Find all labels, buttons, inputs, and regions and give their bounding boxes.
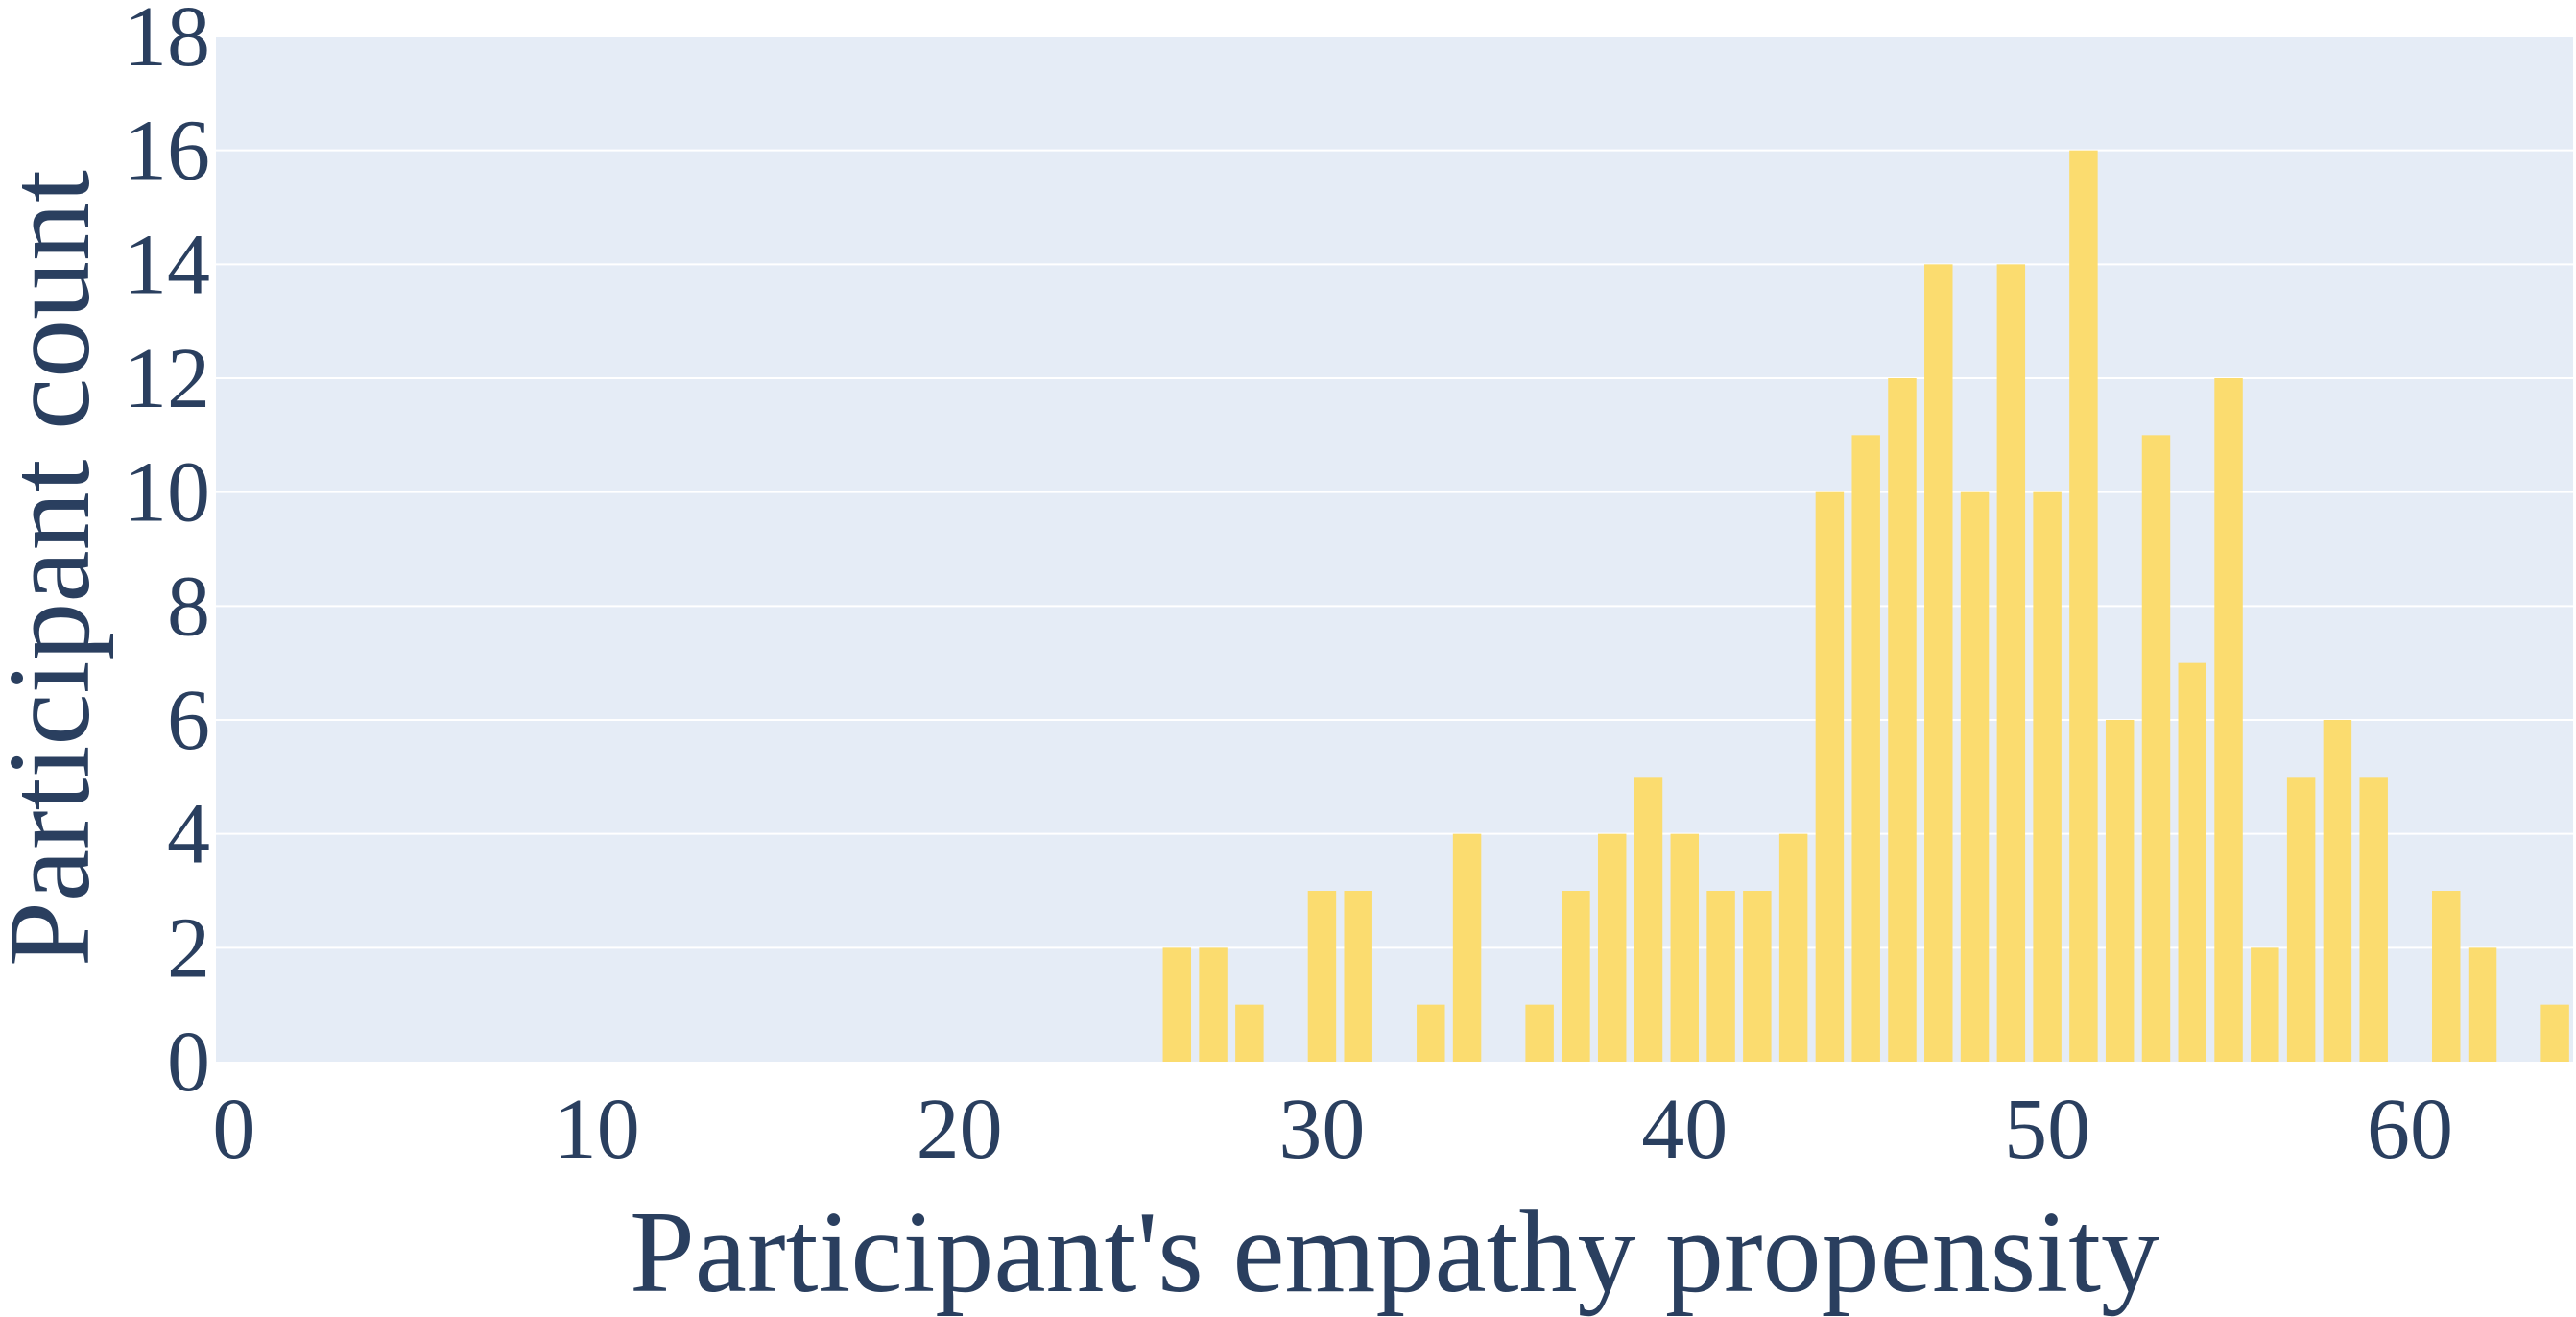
bar xyxy=(2214,378,2243,1062)
y-tick-label: 2 xyxy=(167,900,210,995)
x-tick-label: 30 xyxy=(1278,1082,1365,1177)
bar xyxy=(1162,947,1192,1062)
x-tick-label: 40 xyxy=(1641,1082,1728,1177)
bar xyxy=(1960,491,1990,1062)
bar xyxy=(1597,833,1627,1062)
y-tick-label: 10 xyxy=(124,445,210,540)
bar xyxy=(2540,1004,2569,1062)
y-tick-label: 4 xyxy=(167,787,210,882)
y-tick-label: 14 xyxy=(124,217,210,312)
bar xyxy=(2033,491,2062,1062)
x-tick-label: 0 xyxy=(212,1082,255,1177)
y-tick-label: 6 xyxy=(167,673,210,768)
bar xyxy=(1996,264,2026,1062)
bar xyxy=(1235,1004,1264,1062)
bar xyxy=(2069,150,2098,1062)
bar xyxy=(1888,378,1917,1062)
bar xyxy=(1417,1004,1445,1062)
bar xyxy=(1924,264,1953,1062)
bar xyxy=(2141,435,2171,1062)
bar xyxy=(1778,833,1808,1062)
y-tick-label: 8 xyxy=(167,559,210,654)
x-tick-label: 60 xyxy=(2367,1082,2453,1177)
y-tick-label: 12 xyxy=(124,331,210,426)
x-tick-label: 50 xyxy=(2004,1082,2090,1177)
bar xyxy=(2178,662,2206,1062)
bar xyxy=(1344,891,1372,1062)
bar xyxy=(2468,947,2497,1062)
bar xyxy=(1634,777,1663,1062)
y-tick-label: 16 xyxy=(124,104,210,199)
bar xyxy=(1562,891,1590,1062)
x-axis-title: Participant's empathy propensity xyxy=(630,1187,2159,1317)
bar xyxy=(1452,833,1482,1062)
x-tick-label: 10 xyxy=(554,1082,640,1177)
bar xyxy=(2105,720,2135,1062)
bar xyxy=(1815,491,1845,1062)
y-tick-labels: 0 2 4 6 8 10 12 14 16 18 xyxy=(124,0,210,1110)
y-axis-title: Participant count xyxy=(0,170,114,967)
bar xyxy=(1743,891,1772,1062)
bar xyxy=(2251,947,2279,1062)
bar xyxy=(1706,891,1735,1062)
y-tick-label: 0 xyxy=(167,1015,210,1110)
bar xyxy=(1525,1004,1554,1062)
bar xyxy=(2323,720,2352,1062)
bar xyxy=(1307,891,1337,1062)
bar xyxy=(2286,777,2316,1062)
x-tick-labels: 0 10 20 30 40 50 60 xyxy=(212,1082,2453,1177)
y-tick-label: 18 xyxy=(124,0,210,84)
bar xyxy=(1670,833,1700,1062)
x-tick-label: 20 xyxy=(917,1082,1003,1177)
bar xyxy=(1199,947,1228,1062)
bar xyxy=(1851,435,1880,1062)
bar xyxy=(2432,891,2461,1062)
bar xyxy=(2359,777,2388,1062)
gridlines xyxy=(216,36,2573,949)
bars xyxy=(1162,150,2569,1062)
